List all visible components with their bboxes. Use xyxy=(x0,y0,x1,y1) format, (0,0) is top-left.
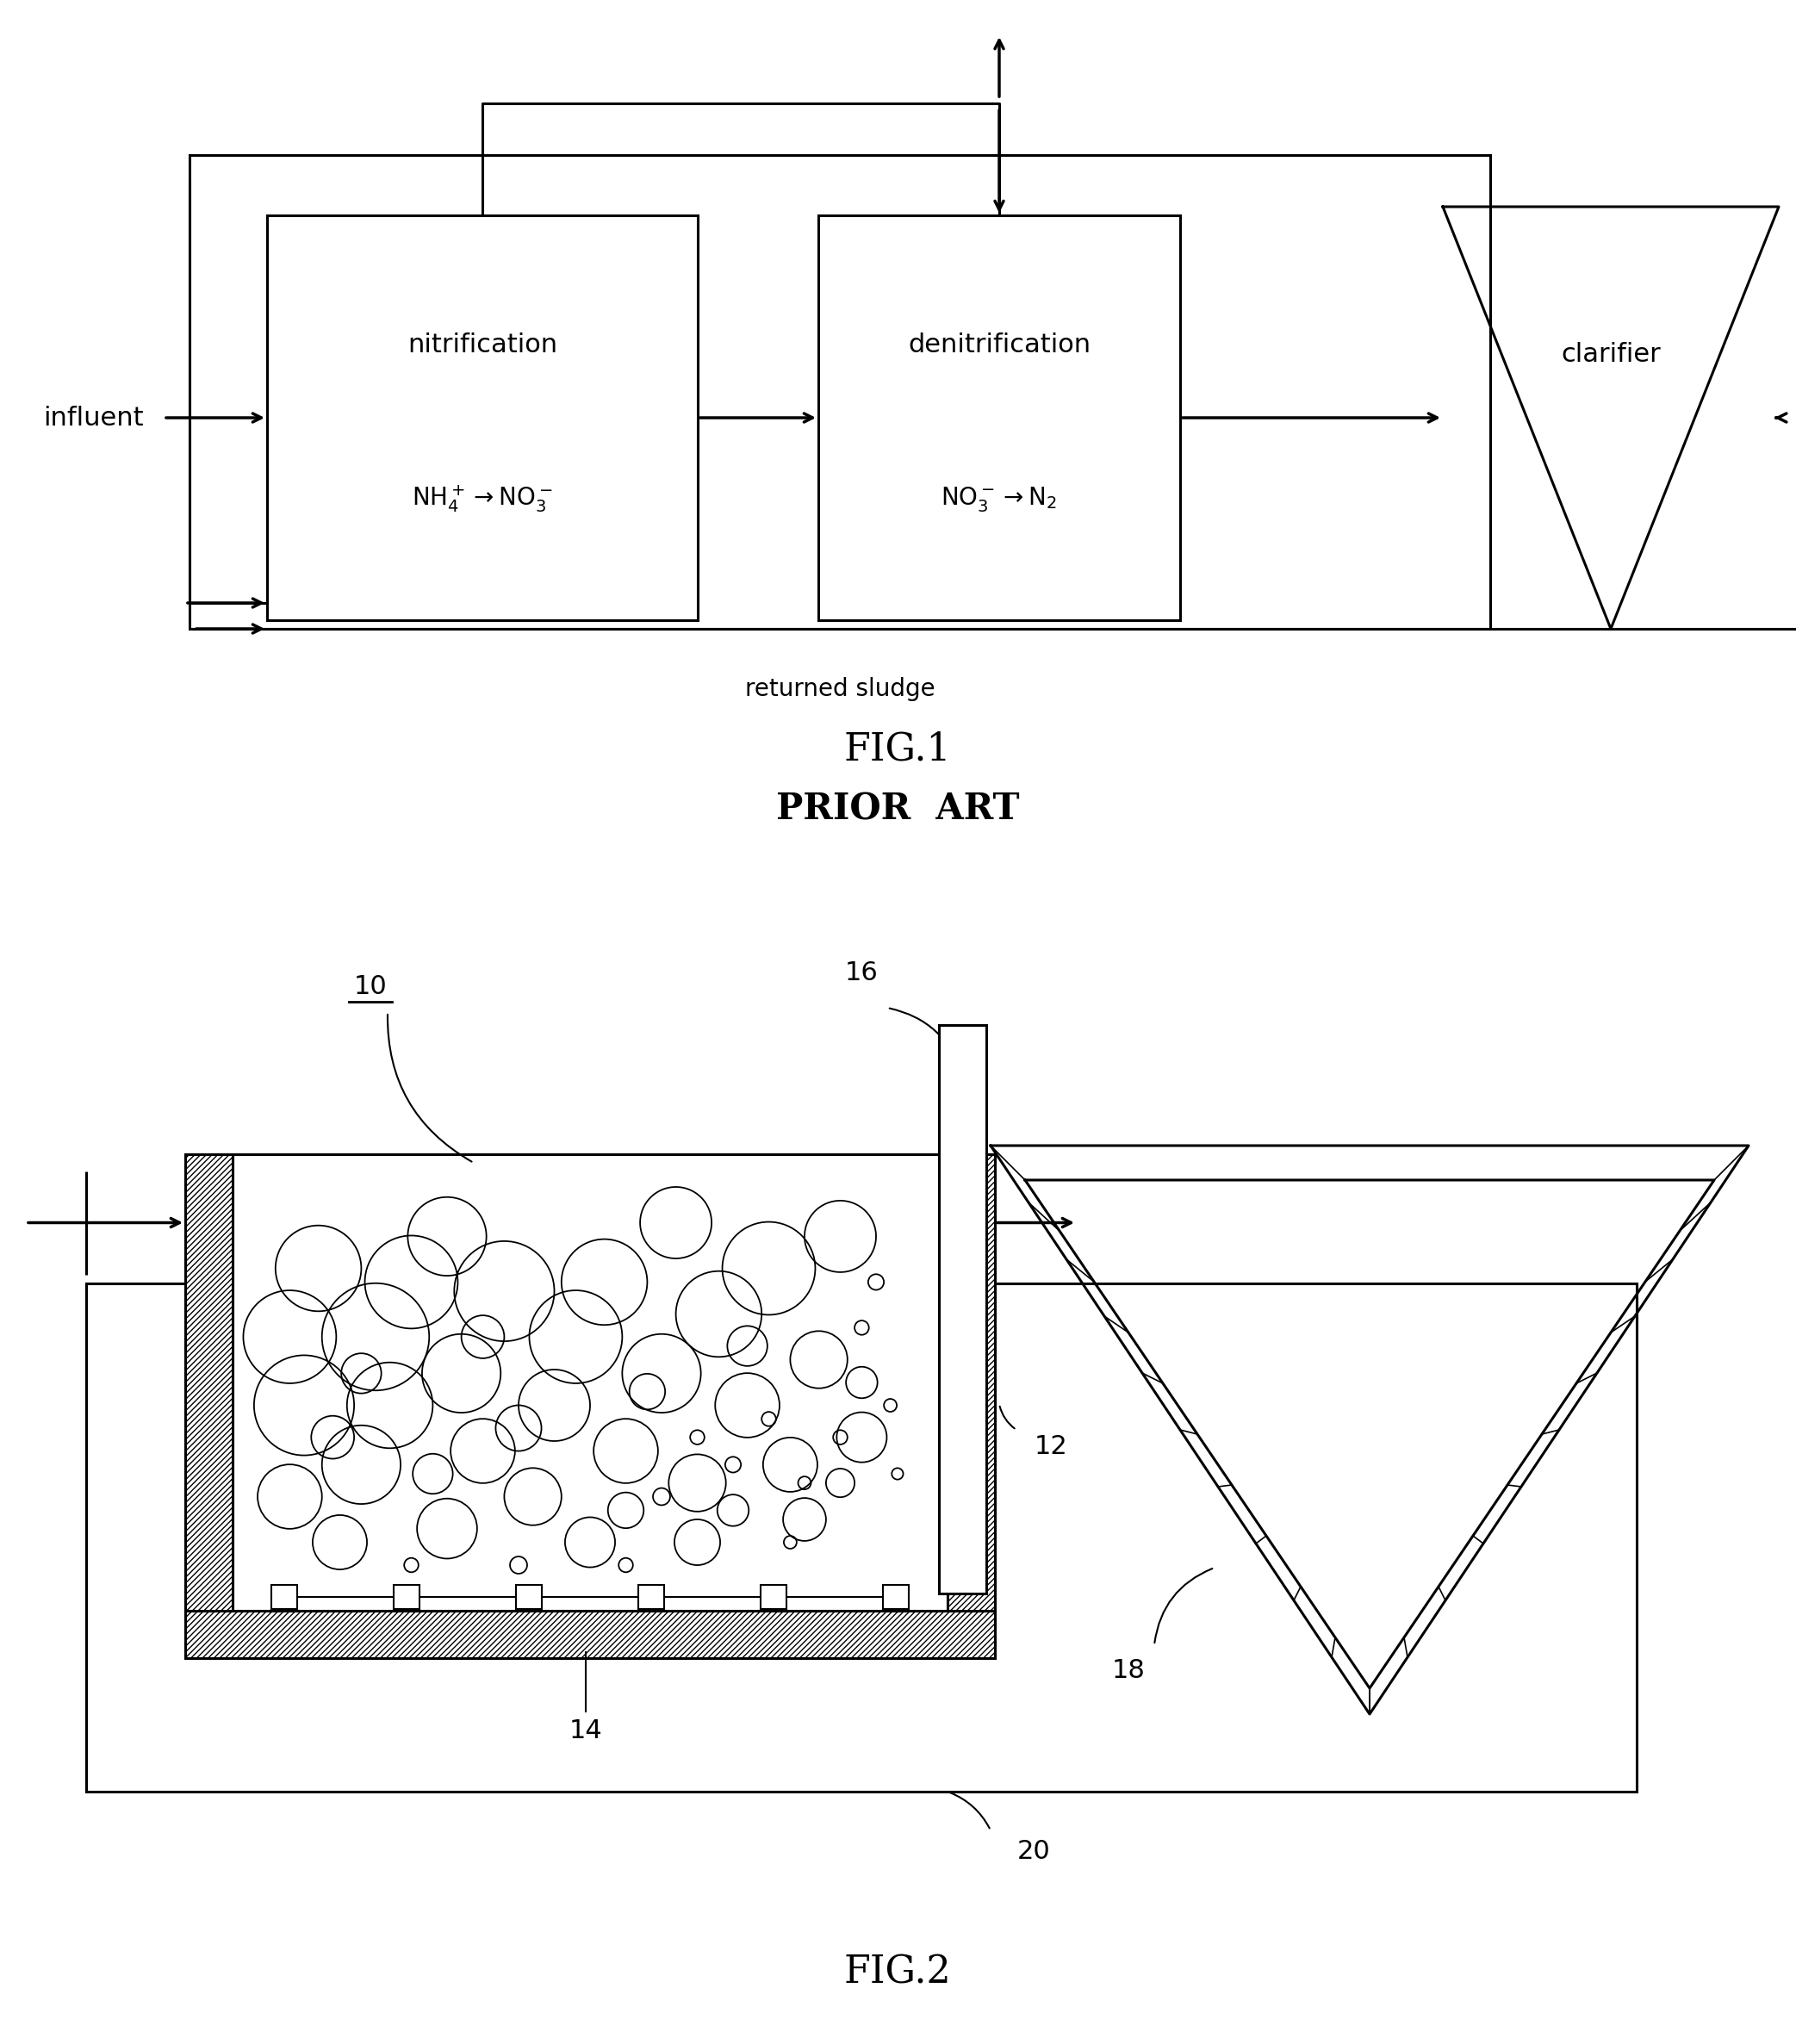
Bar xyxy=(819,215,1180,619)
Bar xyxy=(190,155,1491,630)
Bar xyxy=(232,1155,948,1611)
Text: FIG.2: FIG.2 xyxy=(844,1954,952,1991)
Bar xyxy=(884,1584,909,1609)
Text: 18: 18 xyxy=(1112,1658,1146,1684)
Bar xyxy=(939,1024,986,1594)
Bar xyxy=(271,1584,296,1609)
Bar xyxy=(185,1155,232,1611)
Text: 12: 12 xyxy=(1034,1435,1067,1459)
Text: returned sludge: returned sludge xyxy=(745,677,936,701)
Text: clarifier: clarifier xyxy=(1561,341,1661,368)
Text: PRIOR  ART: PRIOR ART xyxy=(776,791,1020,828)
Bar xyxy=(86,1284,1636,1793)
Text: 20: 20 xyxy=(1017,1840,1051,1864)
Bar xyxy=(638,1584,665,1609)
Text: 16: 16 xyxy=(844,961,878,985)
Text: $\mathrm{NO_3^-}\rightarrow\mathrm{N_2}$: $\mathrm{NO_3^-}\rightarrow\mathrm{N_2}$ xyxy=(941,484,1058,513)
Text: FIG.1: FIG.1 xyxy=(844,732,952,769)
Text: nitrification: nitrification xyxy=(408,333,557,358)
Text: denitrification: denitrification xyxy=(907,333,1090,358)
Bar xyxy=(393,1584,420,1609)
Text: influent: influent xyxy=(43,405,144,429)
Bar xyxy=(948,1155,995,1611)
Text: 10: 10 xyxy=(354,973,388,1000)
Bar xyxy=(185,1611,995,1658)
Bar xyxy=(762,1584,787,1609)
Text: 14: 14 xyxy=(569,1719,602,1744)
Text: $\mathrm{NH_4^+}\rightarrow\mathrm{NO_3^-}$: $\mathrm{NH_4^+}\rightarrow\mathrm{NO_3^… xyxy=(411,482,553,515)
Bar xyxy=(515,1584,542,1609)
Bar xyxy=(268,215,697,619)
